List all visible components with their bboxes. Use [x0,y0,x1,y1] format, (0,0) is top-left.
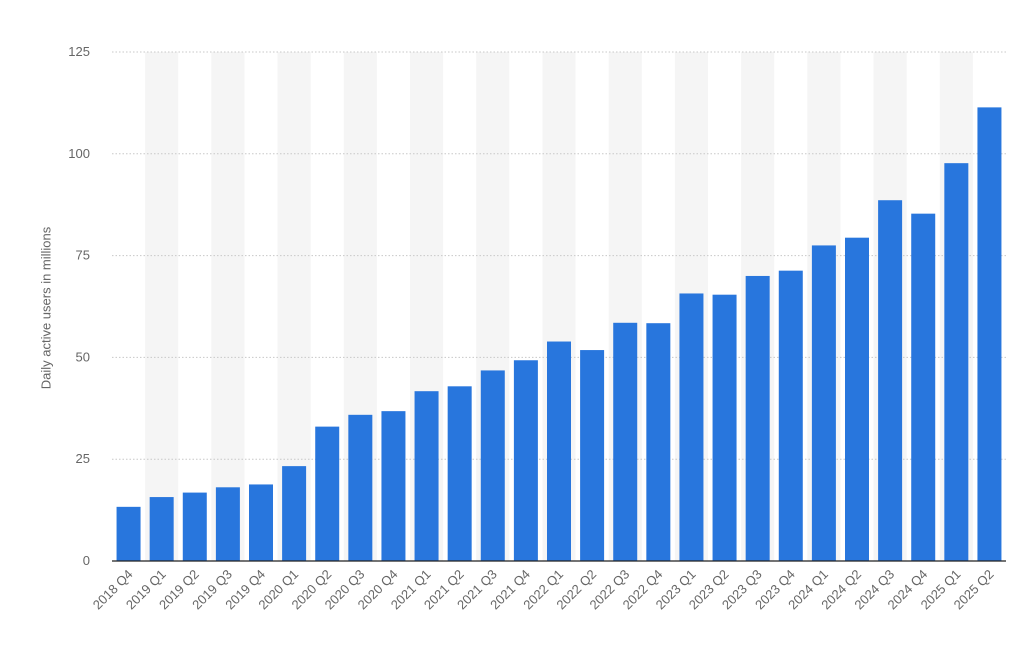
bar [911,213,936,562]
bar [381,411,406,561]
bar [282,466,307,561]
bar [745,275,770,561]
bar [215,487,240,561]
bar [977,107,1002,561]
background-band [145,52,179,561]
bar [513,360,538,561]
bar [944,163,969,562]
bar [778,270,803,561]
y-tick-label: 75 [76,248,90,263]
bar [480,370,505,561]
bar [149,497,174,561]
y-tick-label: 100 [68,146,90,161]
bar [182,492,207,561]
background-band [211,52,245,561]
bar [845,237,869,561]
y-tick-label: 50 [76,349,90,364]
bar [547,341,571,561]
y-tick-label: 0 [83,553,90,568]
bar [580,350,605,561]
bar [646,323,671,561]
bar [679,293,704,561]
bar [878,200,903,561]
y-tick-label: 125 [68,44,90,59]
bar [249,484,273,561]
bar [712,294,737,561]
bar [348,414,373,561]
bar [447,386,472,561]
y-axis-label: Daily active users in millions [38,226,54,390]
bar [613,322,638,561]
y-tick-label: 25 [76,451,90,466]
bar [116,506,141,561]
bar [414,391,439,561]
bar [811,245,836,562]
bar [315,426,340,561]
